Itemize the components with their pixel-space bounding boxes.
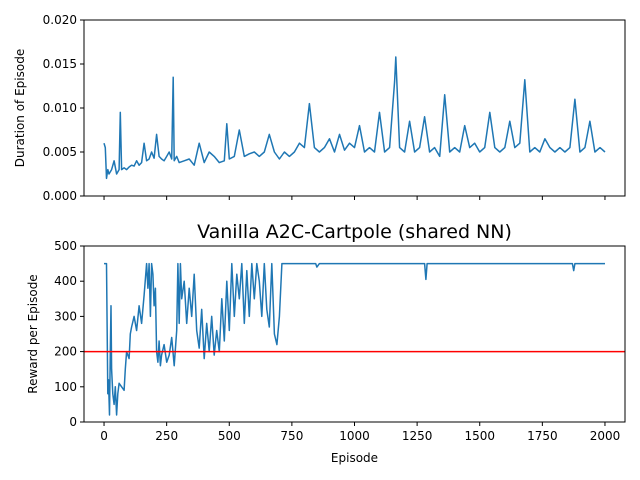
reward-x-tick-label: 750 — [280, 429, 303, 443]
reward-y-tick-label: 300 — [54, 309, 77, 323]
reward-y-ticks: 0 100 200 300 400 500 — [54, 239, 84, 429]
reward-x-tick-label: 0 — [100, 429, 108, 443]
duration-y-tick-label: 0.020 — [43, 13, 77, 27]
duration-y-tick-label: 0.005 — [43, 145, 77, 159]
reward-y-tick-label: 100 — [54, 380, 77, 394]
reward-x-tick-label: 2000 — [590, 429, 621, 443]
duration-y-axis-label: Duration of Episode — [13, 49, 27, 167]
reward-x-axis-label: Episode — [331, 451, 378, 465]
reward-x-tick-label: 1500 — [464, 429, 495, 443]
duration-y-tick-label: 0.010 — [43, 101, 77, 115]
reward-chart-title: Vanilla A2C-Cartpole (shared NN) — [197, 221, 512, 243]
duration-y-tick-label: 0.000 — [43, 189, 77, 203]
duration-panel: 0.000 0.005 0.010 0.015 0.020 Duration of Ep… — [13, 13, 626, 203]
reward-x-tick-label: 1250 — [402, 429, 433, 443]
duration-series-line-0 — [103, 56, 606, 180]
reward-series-line-0 — [104, 262, 605, 416]
reward-series — [104, 262, 605, 416]
reward-x-tick-label: 250 — [155, 429, 178, 443]
reward-x-tick-label: 500 — [218, 429, 241, 443]
reward-x-tick-label: 1750 — [527, 429, 558, 443]
reward-y-tick-label: 500 — [54, 239, 77, 253]
duration-y-tick-label: 0.015 — [43, 57, 77, 71]
duration-series — [103, 56, 606, 180]
reward-x-ticks: 0 250 500 750 1000 1250 1500 1750 2000 — [100, 422, 620, 443]
reward-axes-frame — [83, 245, 626, 423]
duration-y-ticks: 0.000 0.005 0.010 0.015 0.020 — [43, 13, 84, 203]
reward-panel: 0 100 200 300 400 500 0 250 500 750 1000 1250 1500 1… — [26, 221, 626, 465]
reward-y-tick-label: 0 — [69, 415, 77, 429]
reward-y-tick-label: 400 — [54, 274, 77, 288]
reward-y-tick-label: 200 — [54, 345, 77, 359]
reward-x-tick-label: 1000 — [339, 429, 370, 443]
reward-y-axis-label: Reward per Episode — [26, 274, 40, 393]
duration-axes-frame — [83, 19, 626, 197]
duration-x-ticks — [103, 196, 606, 200]
